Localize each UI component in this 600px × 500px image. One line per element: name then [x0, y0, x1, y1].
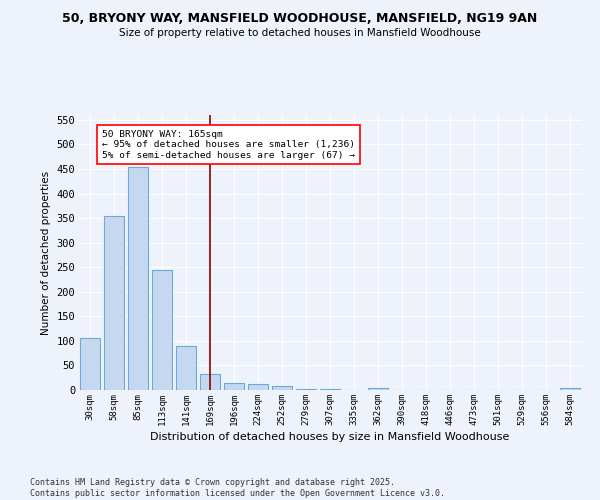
Bar: [560, 388, 580, 390]
Text: Contains HM Land Registry data © Crown copyright and database right 2025.
Contai: Contains HM Land Registry data © Crown c…: [30, 478, 445, 498]
Bar: [176, 346, 196, 390]
Bar: [224, 382, 244, 390]
Bar: [80, 338, 100, 390]
Text: 50 BRYONY WAY: 165sqm
← 95% of detached houses are smaller (1,236)
5% of semi-de: 50 BRYONY WAY: 165sqm ← 95% of detached …: [102, 130, 355, 160]
Bar: [128, 166, 148, 390]
Y-axis label: Number of detached properties: Number of detached properties: [41, 170, 51, 334]
Bar: [104, 216, 124, 390]
Bar: [200, 374, 220, 390]
Bar: [152, 270, 172, 390]
Bar: [248, 384, 268, 390]
Text: Size of property relative to detached houses in Mansfield Woodhouse: Size of property relative to detached ho…: [119, 28, 481, 38]
Bar: [272, 386, 292, 390]
Bar: [368, 388, 388, 390]
Bar: [320, 389, 340, 390]
Text: 50, BRYONY WAY, MANSFIELD WOODHOUSE, MANSFIELD, NG19 9AN: 50, BRYONY WAY, MANSFIELD WOODHOUSE, MAN…: [62, 12, 538, 26]
X-axis label: Distribution of detached houses by size in Mansfield Woodhouse: Distribution of detached houses by size …: [151, 432, 509, 442]
Bar: [296, 389, 316, 390]
